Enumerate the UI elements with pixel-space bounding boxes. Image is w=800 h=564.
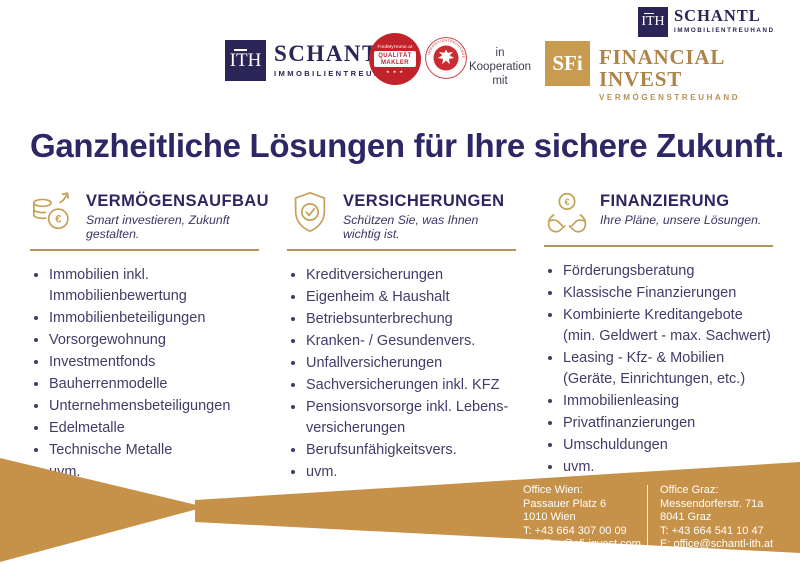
list-item: Pensionsvorsorge inkl. Lebens- versicher…	[306, 396, 516, 439]
sfi-logo-mark: SFi	[545, 41, 590, 86]
certification-badges: FindMyHome.at QUALITÄT MAKLER ★ ★ ★ IMMO…	[369, 33, 467, 85]
footer-gold-graphic	[0, 458, 800, 562]
svg-text:€: €	[55, 214, 61, 226]
list-item: Privatfinanzierungen	[563, 412, 773, 434]
ith-mark-bar	[644, 13, 654, 14]
list-item: Eigenheim & Haushalt	[306, 286, 516, 308]
list-item: Kreditversicherungen	[306, 264, 516, 286]
list-item: uvm.	[306, 461, 516, 483]
list-item: Technische Metalle	[49, 439, 259, 461]
sfi-financial-invest-logo: SFi FINANCIAL INVEST VERMÖGENSTREUHAND	[545, 41, 800, 102]
service-list: KreditversicherungenEigenheim & Haushalt…	[287, 264, 516, 483]
service-list: FörderungsberatungKlassische Finanzierun…	[544, 260, 773, 478]
office-line: Passauer Platz 6	[523, 497, 607, 510]
services-columns: € VERMÖGENSAUFBAU Smart investieren, Zuk…	[30, 189, 773, 483]
office-block-wien: Office Wien: Passauer Platz 6 1010 Wien T:…	[523, 484, 647, 552]
badge-stars: ★ ★ ★	[386, 69, 404, 74]
svg-text:€: €	[564, 197, 569, 207]
shield-check-icon	[294, 191, 326, 233]
list-item: Förderungsberatung	[563, 260, 773, 282]
column-divider	[544, 245, 773, 247]
office-line: T: +43 664 541 10 47	[660, 524, 764, 537]
list-item: Unfallversicherungen	[306, 352, 516, 374]
list-item: Bauherrenmodelle	[49, 373, 259, 395]
hands-euro-icon: €	[547, 192, 587, 233]
ith-mark-letters: ITH	[641, 14, 665, 29]
list-item: Kombinierte Kreditangebote (min. Geldwer…	[563, 304, 773, 347]
list-item: Unternehmensbeteiligungen	[49, 395, 259, 417]
column-title: VERSICHERUNGEN	[343, 192, 505, 210]
column-versicherungen: VERSICHERUNGEN Schützen Sie, was Ihnen w…	[287, 189, 516, 483]
list-item: Immobilienbeteiligungen	[49, 307, 259, 329]
ith-mark-bar	[234, 49, 247, 51]
column-header: € FINANZIERUNG Ihre Pläne, unsere Lösung…	[544, 189, 773, 237]
corner-schantl-logo: ITH SCHANTL IMMOBILIENTREUHAND	[638, 7, 775, 37]
column-subtitle: Smart investieren, Zukunft gestalten.	[86, 213, 230, 241]
column-divider	[30, 249, 259, 251]
list-item: Vorsorgewohnung	[49, 329, 259, 351]
office-title: Office Wien:	[523, 484, 583, 496]
office-line: 8041 Graz	[660, 511, 712, 524]
column-finanzierung: € FINANZIERUNG Ihre Pläne, unsere Lösung…	[544, 189, 773, 483]
financial-invest-wordmark: FINANCIAL INVEST VERMÖGENSTREUHAND	[599, 41, 800, 102]
schantl-wordmark-small: SCHANTL IMMOBILIENTREUHAND	[674, 6, 775, 35]
list-item: Umschuldungen	[563, 434, 773, 456]
list-item: Edelmetalle	[49, 417, 259, 439]
quality-makler-badge-icon: FindMyHome.at QUALITÄT MAKLER ★ ★ ★	[369, 33, 421, 85]
findmyhome-label: FindMyHome.at	[377, 44, 413, 49]
office-block-graz: Office Graz: Messendorferstr. 71a 8041 Gr…	[660, 484, 773, 552]
column-header: € VERMÖGENSAUFBAU Smart investieren, Zuk…	[30, 189, 269, 241]
list-item: uvm.	[563, 456, 773, 478]
office-line: 1010 Wien	[523, 511, 576, 524]
cooperation-text: in Kooperation mit	[468, 47, 532, 87]
list-item: Investmentfonds	[49, 351, 259, 373]
schantl-subtitle: IMMOBILIENTREUHAND	[274, 69, 406, 78]
office-lines: Passauer Platz 6 1010 Wien T: +43 664 307 …	[523, 498, 647, 552]
service-list: Immobilien inkl. ImmobilienbewertungImmo…	[30, 264, 259, 483]
ith-logo-mark: ITH	[225, 40, 266, 81]
financial-invest-name: FINANCIAL INVEST	[599, 45, 725, 91]
column-divider	[287, 249, 516, 251]
office-line: T: +43 664 307 00 09	[523, 524, 627, 537]
list-item: Betriebsunterbrechung	[306, 308, 516, 330]
column-subtitle: Ihre Pläne, unsere Lösungen.	[600, 213, 762, 227]
office-line: E: office@schantl-ith.at	[660, 538, 774, 551]
treuhaender-seal-badge-icon: IMMOBILIENTREUHÄNDER	[425, 37, 467, 79]
column-header-text: VERMÖGENSAUFBAU Smart investieren, Zukun…	[86, 189, 269, 241]
ith-mark-letters: ITH	[229, 49, 262, 71]
list-item: Sachversicherungen inkl. KFZ	[306, 374, 516, 396]
list-item: Klassische Finanzierungen	[563, 282, 773, 304]
page-title: Ganzheitliche Lösungen für Ihre sichere …	[30, 127, 784, 164]
list-item: Leasing - Kfz- & Mobilien (Geräte, Einri…	[563, 347, 773, 390]
list-item: Kranken- / Gesundenvers.	[306, 330, 516, 352]
quality-makler-label: QUALITÄT MAKLER	[374, 51, 416, 67]
ith-logo-mark-small: ITH	[638, 7, 668, 37]
office-line: Messendorferstr. 71a	[660, 497, 764, 510]
financial-invest-subtitle: VERMÖGENSTREUHAND	[599, 93, 741, 102]
coins-euro-growth-icon: €	[32, 192, 70, 230]
office-title: Office Graz:	[660, 484, 719, 496]
column-header: VERSICHERUNGEN Schützen Sie, was Ihnen w…	[287, 189, 516, 241]
column-title: FINANZIERUNG	[600, 192, 730, 210]
list-item: Immobilienleasing	[563, 390, 773, 412]
eagle-icon	[437, 49, 455, 65]
column-header-text: VERSICHERUNGEN Schützen Sie, was Ihnen w…	[343, 189, 516, 241]
footer-divider	[647, 485, 648, 548]
office-lines: Messendorferstr. 71a 8041 Graz T: +43 664 …	[660, 498, 773, 552]
column-subtitle: Schützen Sie, was Ihnen wichtig ist.	[343, 213, 479, 241]
schantl-logo: ITH SCHANTL IMMOBILIENTREUHAND	[225, 40, 405, 81]
column-vermoegensaufbau: € VERMÖGENSAUFBAU Smart investieren, Zuk…	[30, 189, 269, 483]
column-title: VERMÖGENSAUFBAU	[86, 192, 269, 210]
office-line: E: office@sfi-invest.com	[523, 538, 641, 551]
list-item: Immobilien inkl. Immobilienbewertung	[49, 264, 259, 307]
list-item: Berufsunfähigkeitsvers.	[306, 439, 516, 461]
column-header-text: FINANZIERUNG Ihre Pläne, unsere Lösungen…	[600, 189, 761, 227]
footer: Office Wien: Passauer Platz 6 1010 Wien T:…	[523, 484, 773, 552]
